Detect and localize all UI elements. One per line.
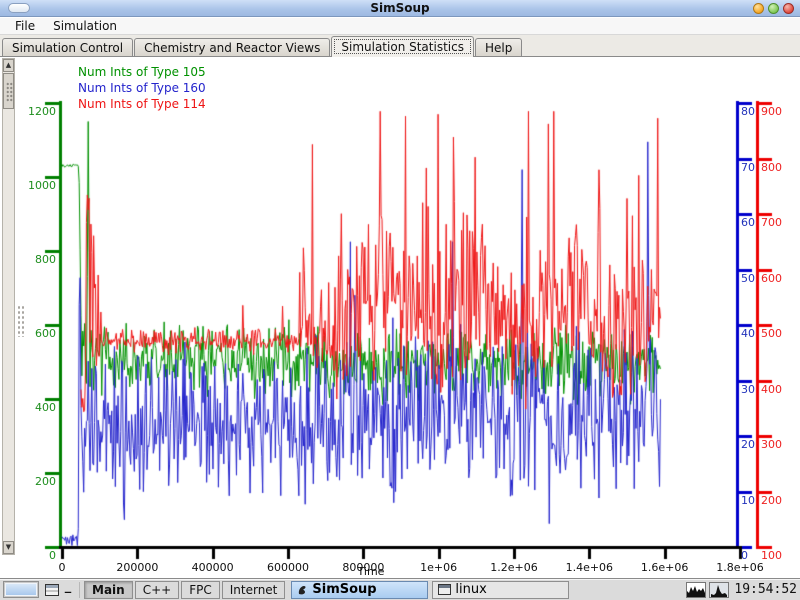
chart-canvas (0, 57, 800, 578)
legend-series-160: Num Ints of Type 160 (78, 80, 206, 96)
chart-legend: Num Ints of Type 105 Num Ints of Type 16… (78, 64, 206, 112)
clock: 19:54:52 (734, 582, 797, 597)
scroll-down-icon[interactable]: ▼ (3, 541, 14, 554)
tab-chemistry-reactor-views[interactable]: Chemistry and Reactor Views (134, 38, 330, 56)
tab-bar: Simulation Control Chemistry and Reactor… (0, 35, 800, 57)
show-desktop-button[interactable]: _ (61, 579, 75, 600)
simsoup-app-icon (297, 584, 308, 596)
taskbar-separator (79, 582, 80, 598)
workspace-thumbnail (5, 583, 37, 596)
scrollbar-thumb[interactable] (3, 73, 14, 109)
thumb-grip-icon (6, 82, 13, 102)
menubar: File Simulation (0, 18, 800, 35)
window-icon (45, 584, 59, 596)
scroll-up-icon[interactable]: ▲ (3, 59, 14, 72)
task-linux[interactable]: linux (432, 581, 569, 599)
chart-panel: 0200400600800100012000102030405060708010… (0, 57, 800, 578)
legend-series-105: Num Ints of Type 105 (78, 64, 206, 80)
window-list-button[interactable] (43, 581, 61, 599)
titlebar: SimSoup (0, 0, 800, 17)
legend-series-114: Num Ints of Type 114 (78, 96, 206, 112)
window-icon (438, 584, 451, 595)
launcher-fpc[interactable]: FPC (181, 581, 220, 599)
task-label: SimSoup (312, 582, 376, 597)
rollup-button[interactable] (753, 3, 764, 14)
window-title: SimSoup (0, 1, 800, 15)
load-monitor-icon[interactable] (709, 582, 729, 598)
pane-splitter-handle[interactable] (17, 305, 26, 337)
tab-simulation-statistics[interactable]: Simulation Statistics (331, 36, 474, 57)
menu-simulation[interactable]: Simulation (46, 18, 124, 34)
tab-simulation-control[interactable]: Simulation Control (2, 38, 133, 56)
maximize-button[interactable] (768, 3, 779, 14)
menu-file[interactable]: File (8, 18, 42, 34)
taskbar: _ Main C++ FPC Internet SimSoup linux (0, 578, 800, 600)
x-axis-label: Time (336, 565, 406, 578)
launcher-main[interactable]: Main (84, 581, 133, 599)
tab-help[interactable]: Help (475, 38, 522, 56)
launcher-internet[interactable]: Internet (222, 581, 286, 599)
vertical-scrollbar[interactable]: ▲ ▼ (2, 58, 15, 555)
close-button[interactable] (783, 3, 794, 14)
system-monitor-icon[interactable] (686, 582, 706, 598)
launcher-cpp[interactable]: C++ (135, 581, 180, 599)
task-label: linux (455, 582, 486, 597)
workspace-pager[interactable] (3, 581, 39, 598)
screen: SimSoup File Simulation Simulation Contr… (0, 0, 800, 600)
task-simsoup[interactable]: SimSoup (291, 581, 428, 599)
